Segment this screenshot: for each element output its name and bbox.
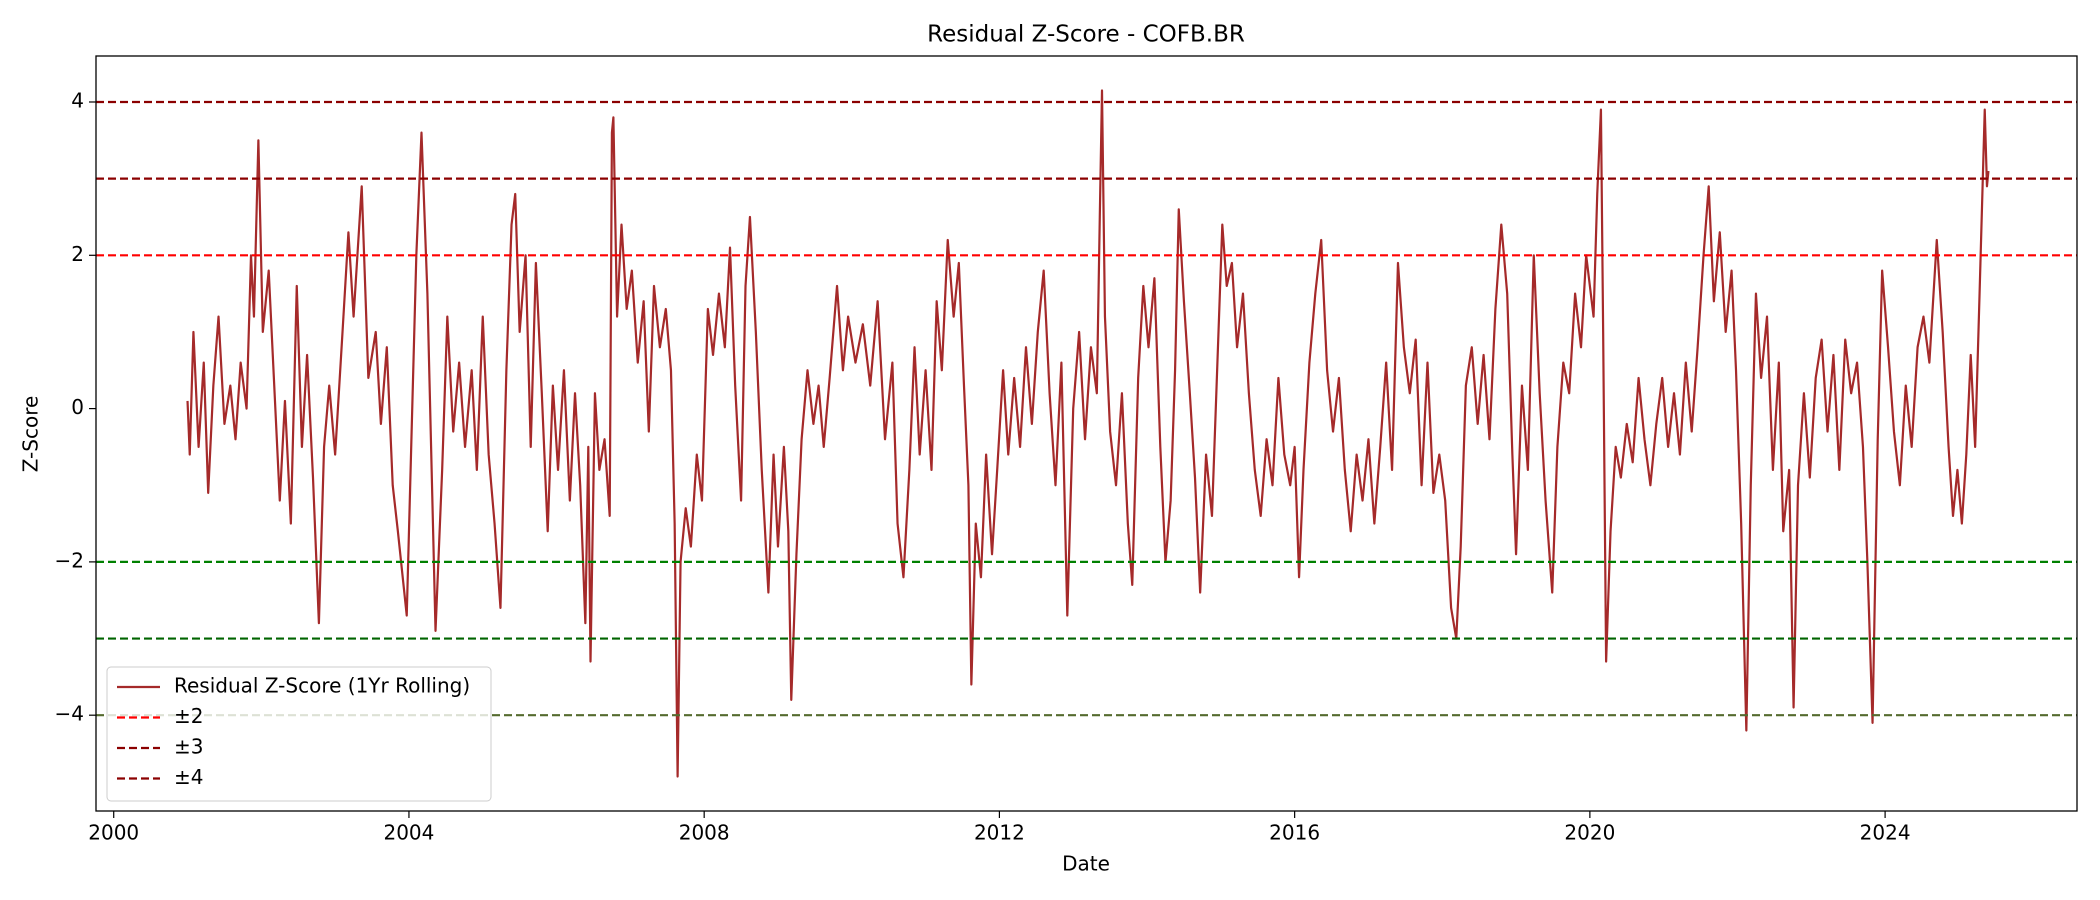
legend-label: Residual Z-Score (1Yr Rolling) <box>174 674 470 698</box>
legend-label: ±4 <box>174 765 203 789</box>
y-tick-label: 4 <box>71 88 84 112</box>
legend-box <box>106 666 492 802</box>
x-tick-label: 2020 <box>1564 821 1615 845</box>
x-tick-label: 2004 <box>383 821 434 845</box>
legend-label: ±2 <box>174 704 203 728</box>
x-tick-label: 2008 <box>679 821 730 845</box>
chart-title: Residual Z-Score - COFB.BR <box>927 22 1245 48</box>
x-tick-label: 2012 <box>974 821 1025 845</box>
legend: Residual Z-Score (1Yr Rolling) ±2 ±3 ±4 <box>106 666 492 802</box>
x-tick-label: 2016 <box>1269 821 1320 845</box>
y-tick-label: −2 <box>55 548 84 572</box>
x-tick-label: 2024 <box>1860 821 1911 845</box>
y-tick-label: −4 <box>55 702 84 726</box>
y-axis-label: Z-Score <box>19 396 43 473</box>
y-tick-label: 0 <box>71 395 84 419</box>
x-tick-label: 2000 <box>88 821 139 845</box>
plot-frame <box>95 55 2078 812</box>
y-tick-label: 2 <box>71 242 84 266</box>
legend-label: ±3 <box>174 735 203 759</box>
data-line <box>186 89 1990 778</box>
x-axis-label: Date <box>1062 852 1110 876</box>
